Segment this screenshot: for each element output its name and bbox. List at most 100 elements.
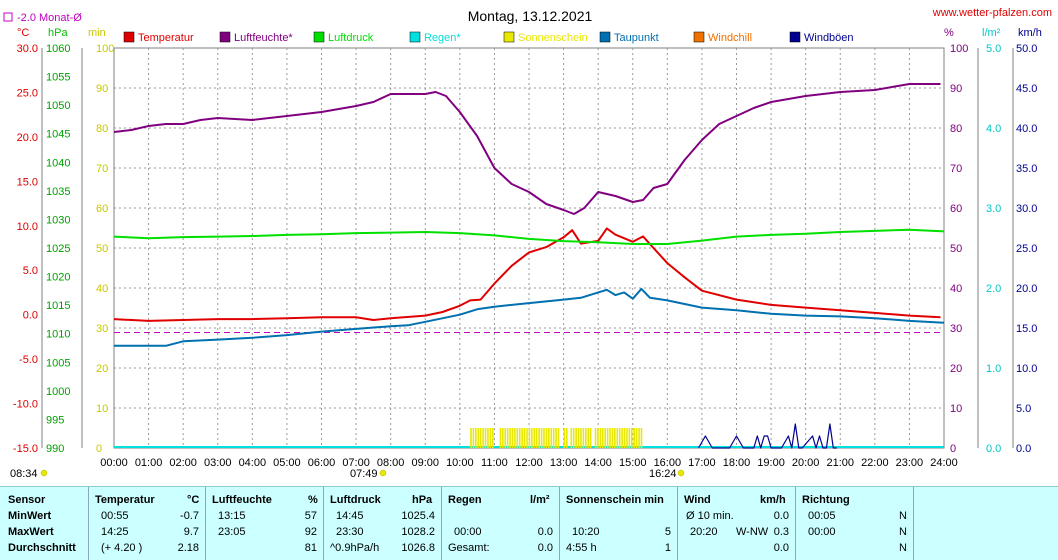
wind-tick-label: 20.0 bbox=[1016, 283, 1037, 295]
press-tick-label: 1025 bbox=[46, 243, 70, 255]
rain-tick-label: 3.0 bbox=[986, 203, 1001, 215]
sunshine-bar bbox=[601, 428, 604, 448]
sunshine-bar bbox=[479, 428, 482, 448]
legend-swatch-luftfeuchte bbox=[219, 31, 231, 43]
sunshine-bar bbox=[535, 428, 538, 448]
luftfeuchte-min-value: 57 bbox=[304, 510, 317, 522]
sunshine-bar bbox=[628, 428, 631, 448]
sunshine-bar bbox=[472, 428, 475, 448]
sunshine-bar bbox=[509, 428, 511, 448]
temp-unit: °C bbox=[17, 27, 29, 39]
legend-label-luftdruck: Luftdruck bbox=[328, 32, 374, 44]
sunshine-bar bbox=[477, 428, 480, 448]
x-tick-label: 16:00 bbox=[654, 457, 682, 469]
rain-tick-label: 1.0 bbox=[986, 363, 1001, 375]
x-tick-label: 02:00 bbox=[169, 457, 197, 469]
luftdruck-max-time: 23:30 bbox=[336, 526, 364, 538]
series-luftdruck bbox=[113, 228, 945, 245]
sunshine-bar bbox=[470, 428, 472, 448]
press-tick-label: 1015 bbox=[46, 300, 70, 312]
sunshine-bar bbox=[482, 428, 484, 448]
temperatur-min-value: -0.7 bbox=[180, 510, 199, 522]
wind-avg-value: 0.0 bbox=[773, 510, 789, 522]
sunshine-bar bbox=[552, 428, 555, 448]
x-tick-label: 22:00 bbox=[861, 457, 889, 469]
hum-tick-label: 10 bbox=[950, 403, 962, 415]
sun-tick-label: 100 bbox=[96, 43, 114, 55]
legend-label-sonnenschein: Sonnenschein bbox=[518, 32, 588, 44]
press-tick-label: 1045 bbox=[46, 129, 70, 141]
regen-total-value: 0.0 bbox=[537, 542, 553, 554]
temperatur-avg-value: 2.18 bbox=[177, 542, 199, 554]
stats-col-sonnenschein: Sonnenschein min 10:20 5 4:55 h 1 bbox=[559, 487, 677, 560]
richtung-max-time: 00:00 bbox=[808, 526, 836, 538]
richtung-max-value: N bbox=[899, 526, 907, 538]
x-tick-label: 10:00 bbox=[446, 457, 474, 469]
wind-avg-label: Ø 10 min. bbox=[686, 510, 734, 522]
temperatur-avg-delta: (+ 4.20 ) bbox=[101, 542, 143, 554]
x-tick-label: 11:00 bbox=[481, 457, 508, 469]
x-tick-label: 23:00 bbox=[896, 457, 924, 469]
x-tick-label: 04:00 bbox=[239, 457, 267, 469]
press-tick-label: 1000 bbox=[46, 386, 70, 398]
sunshine-bar bbox=[631, 428, 633, 448]
wind-tick-label: 40.0 bbox=[1016, 123, 1037, 135]
sunshine-bar bbox=[597, 428, 599, 448]
sun-tick-label: 50 bbox=[96, 243, 108, 255]
maxwert-label: MaxWert bbox=[8, 526, 54, 538]
sunshine-bar bbox=[618, 428, 621, 448]
sunshine-bar bbox=[575, 428, 577, 448]
legend-swatch-windboeen bbox=[789, 31, 801, 43]
x-tick-label: 12:00 bbox=[515, 457, 543, 469]
sunshine-bar bbox=[475, 428, 477, 448]
sunshine-bar bbox=[638, 428, 640, 448]
legend-swatch-regen bbox=[409, 31, 421, 43]
press-tick-label: 1005 bbox=[46, 357, 70, 369]
stats-col-richtung: Richtung 00:05 N 00:00 N N bbox=[795, 487, 913, 560]
regen-max-value: 0.0 bbox=[537, 526, 553, 538]
sun-tick-label: 30 bbox=[96, 323, 108, 335]
wind-tick-label: 35.0 bbox=[1016, 163, 1037, 175]
sunshine-bar bbox=[548, 428, 550, 448]
wind-tick-label: 0.0 bbox=[1016, 443, 1031, 455]
temp-tick-label: -15.0 bbox=[13, 443, 38, 455]
luftfeuchte-max-time: 23:05 bbox=[218, 526, 246, 538]
wind-tick-label: 50.0 bbox=[1016, 43, 1037, 55]
temp-tick-label: -5.0 bbox=[19, 354, 38, 366]
sunset-icon bbox=[677, 469, 685, 477]
series-windböen bbox=[697, 423, 837, 449]
sun-tick-label: 20 bbox=[96, 363, 108, 375]
sunshine-bar bbox=[499, 428, 502, 448]
series-taupunkt bbox=[114, 287, 945, 347]
temp-tick-label: 30.0 bbox=[17, 43, 38, 55]
hum-tick-label: 70 bbox=[950, 163, 962, 175]
hum-unit: % bbox=[944, 27, 954, 39]
series-luftfeuchte bbox=[113, 83, 941, 215]
x-tick-label: 08:00 bbox=[377, 457, 405, 469]
hum-tick-label: 20 bbox=[950, 363, 962, 375]
x-tick-label: 24:00 bbox=[930, 457, 958, 469]
temperatur-max-time: 14:25 bbox=[101, 526, 129, 538]
x-tick-label: 15:00 bbox=[619, 457, 647, 469]
site-url: www.wetter-pfalzen.com bbox=[932, 7, 1052, 19]
sunshine-bar bbox=[572, 428, 575, 448]
luftdruck-avg-value: 1026.8 bbox=[401, 542, 435, 554]
sensor-header: Sensor bbox=[8, 494, 46, 506]
sunshine-bar bbox=[518, 428, 521, 448]
legend-label-taupunkt: Taupunkt bbox=[614, 32, 659, 44]
legend-label-windboeen: Windböen bbox=[804, 32, 854, 44]
hum-tick-label: 30 bbox=[950, 323, 962, 335]
temp-tick-label: 5.0 bbox=[23, 265, 38, 277]
sun-tick-label: 80 bbox=[96, 123, 108, 135]
temp-tick-label: 0.0 bbox=[23, 310, 38, 322]
durchschnitt-label: Durchschnitt bbox=[8, 542, 76, 554]
sunshine-bar bbox=[511, 428, 514, 448]
sunshine-bar bbox=[531, 428, 533, 448]
sunshine-bar bbox=[545, 428, 548, 448]
press-unit: hPa bbox=[48, 27, 68, 39]
luftfeuchte-header: Luftfeuchte bbox=[212, 494, 272, 506]
sunshine-bar bbox=[540, 428, 543, 448]
sonnenschein-total: 4:55 h bbox=[566, 542, 597, 554]
sunshine-bar bbox=[635, 428, 638, 448]
x-tick-label: 05:00 bbox=[273, 457, 301, 469]
